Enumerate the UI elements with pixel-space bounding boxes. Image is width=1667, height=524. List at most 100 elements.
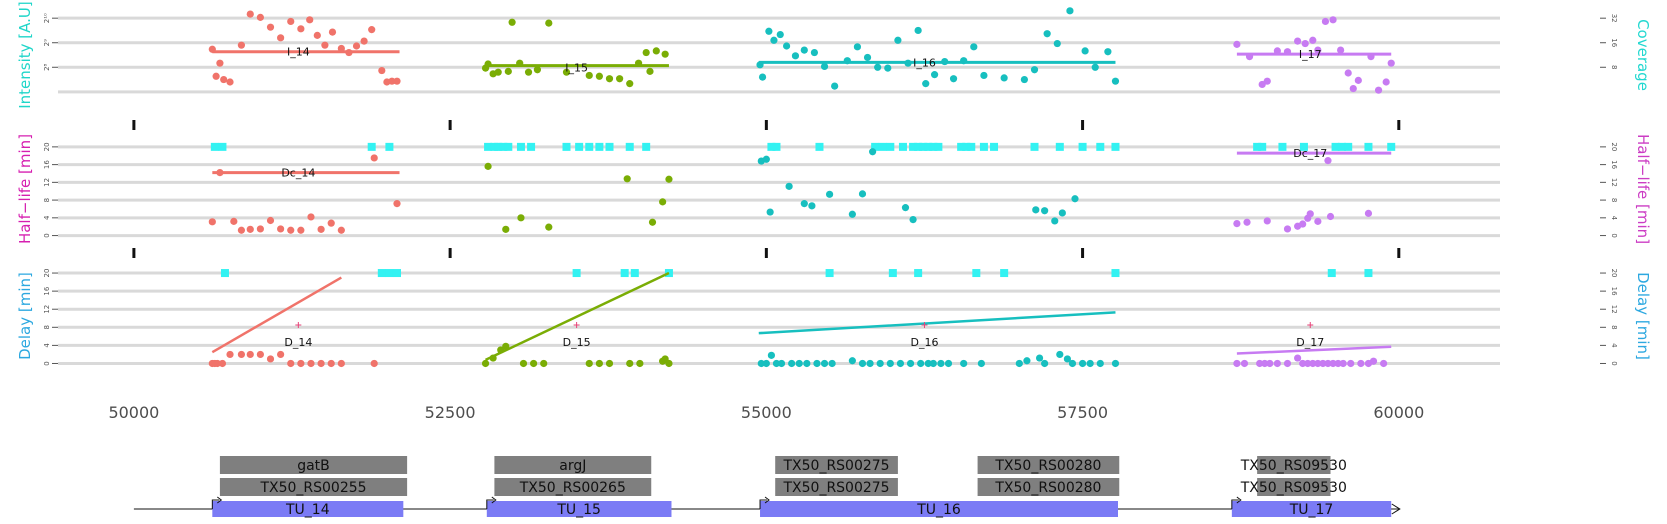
halflife-point	[208, 218, 216, 226]
delay-fit-line	[1236, 345, 1392, 355]
intensity-unit-label: I_17	[1299, 48, 1322, 61]
intensity-point	[941, 57, 949, 66]
halflife-point	[307, 213, 315, 221]
transcription-unit-label: TU_15	[556, 502, 601, 518]
halflife-point	[1306, 210, 1314, 218]
halflife-marker-square	[924, 142, 933, 151]
delay-point	[906, 359, 915, 368]
gene-label: TX50_RS09530	[1240, 480, 1347, 496]
gene-track: gatB TX50_RS00255 argJ TX50_RS00265 TX50_RS0…	[133, 456, 1401, 518]
intensity-point	[646, 67, 654, 75]
halflife-point	[327, 219, 335, 227]
intensity-point	[1245, 53, 1254, 61]
intensity-point	[960, 57, 968, 65]
transcription-unit-box	[486, 501, 672, 517]
halflife-marker-square	[385, 142, 394, 151]
right-tick-label: 16	[1610, 38, 1618, 47]
delay-unit-label: D_14	[284, 336, 312, 349]
halflife-marker-square	[562, 142, 571, 151]
delay-marker-square	[392, 269, 401, 278]
gene-box	[1257, 456, 1331, 474]
left-tick-label: 4	[43, 215, 51, 220]
delay-point	[866, 359, 874, 368]
delay-marker-square	[825, 269, 834, 278]
intensity-point	[388, 77, 396, 85]
left-tick-label: 0	[43, 233, 51, 237]
intensity-point	[756, 61, 764, 69]
gene-box	[1257, 478, 1331, 496]
tss-arrow-icon	[211, 499, 220, 509]
right-tick-label: 20	[1610, 142, 1618, 151]
right-tick-label: 8	[1610, 198, 1618, 202]
intensity-point	[1387, 59, 1395, 67]
halflife-marker-square	[575, 142, 584, 151]
halflife-unit-label: Dc_17	[1293, 147, 1327, 160]
halflife-point	[237, 226, 246, 234]
halflife-marker-square	[595, 142, 604, 151]
intensity-point	[352, 42, 361, 50]
gene-label: TX50_RS00280	[994, 480, 1101, 496]
intensity-point	[516, 59, 524, 67]
halflife-point	[1071, 195, 1079, 203]
halflife-marker-square	[1364, 142, 1373, 151]
intensity-point	[1263, 77, 1271, 85]
intensity-point	[904, 59, 912, 67]
halflife-marker-square	[772, 142, 781, 151]
halflife-marker-square	[929, 142, 938, 151]
delay-point	[1357, 359, 1365, 368]
intensity-point	[980, 71, 988, 80]
delay-point	[1380, 359, 1388, 368]
halflife-point	[502, 225, 510, 233]
delay-point	[924, 359, 932, 368]
gene-box	[219, 456, 408, 474]
delay-plus-marker	[1307, 322, 1314, 329]
tss-arrowhead-icon	[1236, 496, 1242, 504]
delay-marker-square	[385, 269, 394, 278]
halflife-point	[393, 200, 401, 208]
gene-label: TX50_RS00275	[782, 480, 889, 496]
gene-box	[494, 456, 652, 474]
halflife-point	[1326, 212, 1335, 221]
data-marks: I_14 Dc_14 D_14 I_15 D_15 I_16 D_16 I_17 Dc_17 D_…	[208, 7, 1396, 368]
intensity-point	[504, 67, 512, 75]
halflife-marker-square	[815, 142, 824, 151]
delay-point	[828, 359, 836, 368]
intensity-point	[642, 48, 650, 57]
delay-point	[977, 359, 985, 368]
delay-point	[762, 359, 770, 368]
delay-point	[1056, 350, 1064, 359]
halflife-point	[869, 148, 877, 156]
left-tick-label: 20	[43, 142, 51, 151]
delay-point	[502, 342, 510, 350]
right-tick-label: 16	[1610, 160, 1618, 169]
intensity-point	[1314, 46, 1322, 54]
gene-box	[977, 456, 1120, 474]
delay-marker-square	[377, 269, 386, 278]
intensity-point	[894, 36, 902, 44]
intensity-point	[791, 52, 800, 60]
delay-point	[1240, 359, 1249, 368]
halflife-marker-square	[585, 142, 594, 151]
left-tick-label: 0	[43, 361, 51, 365]
axes: 2⁸ 2⁹ 2¹⁰ 8 16 32 Intensity [A.U] Coverage 0 4 8 12…	[16, 1, 1652, 422]
delay-point	[1273, 359, 1281, 368]
delay-point	[266, 355, 275, 363]
intensity-point	[220, 75, 228, 84]
intensity-point	[297, 25, 305, 33]
delay-point	[1329, 359, 1337, 368]
delay-point	[595, 359, 603, 368]
delay-point	[848, 357, 856, 365]
intensity-point	[800, 46, 808, 54]
delay-point	[1339, 359, 1347, 368]
delay-point	[1309, 359, 1317, 368]
intensity-point	[337, 44, 345, 53]
halflife-marker-square	[919, 142, 928, 151]
halflife-marker-square	[504, 142, 513, 151]
intensity-point	[585, 71, 593, 80]
gene-label: TX50_RS00275	[782, 458, 889, 474]
intensity-point	[661, 50, 669, 58]
delay-point	[944, 359, 953, 368]
delay-point	[1035, 354, 1044, 362]
intensity-point	[1081, 47, 1089, 55]
left-axis-title: Intensity [A.U]	[16, 1, 34, 109]
